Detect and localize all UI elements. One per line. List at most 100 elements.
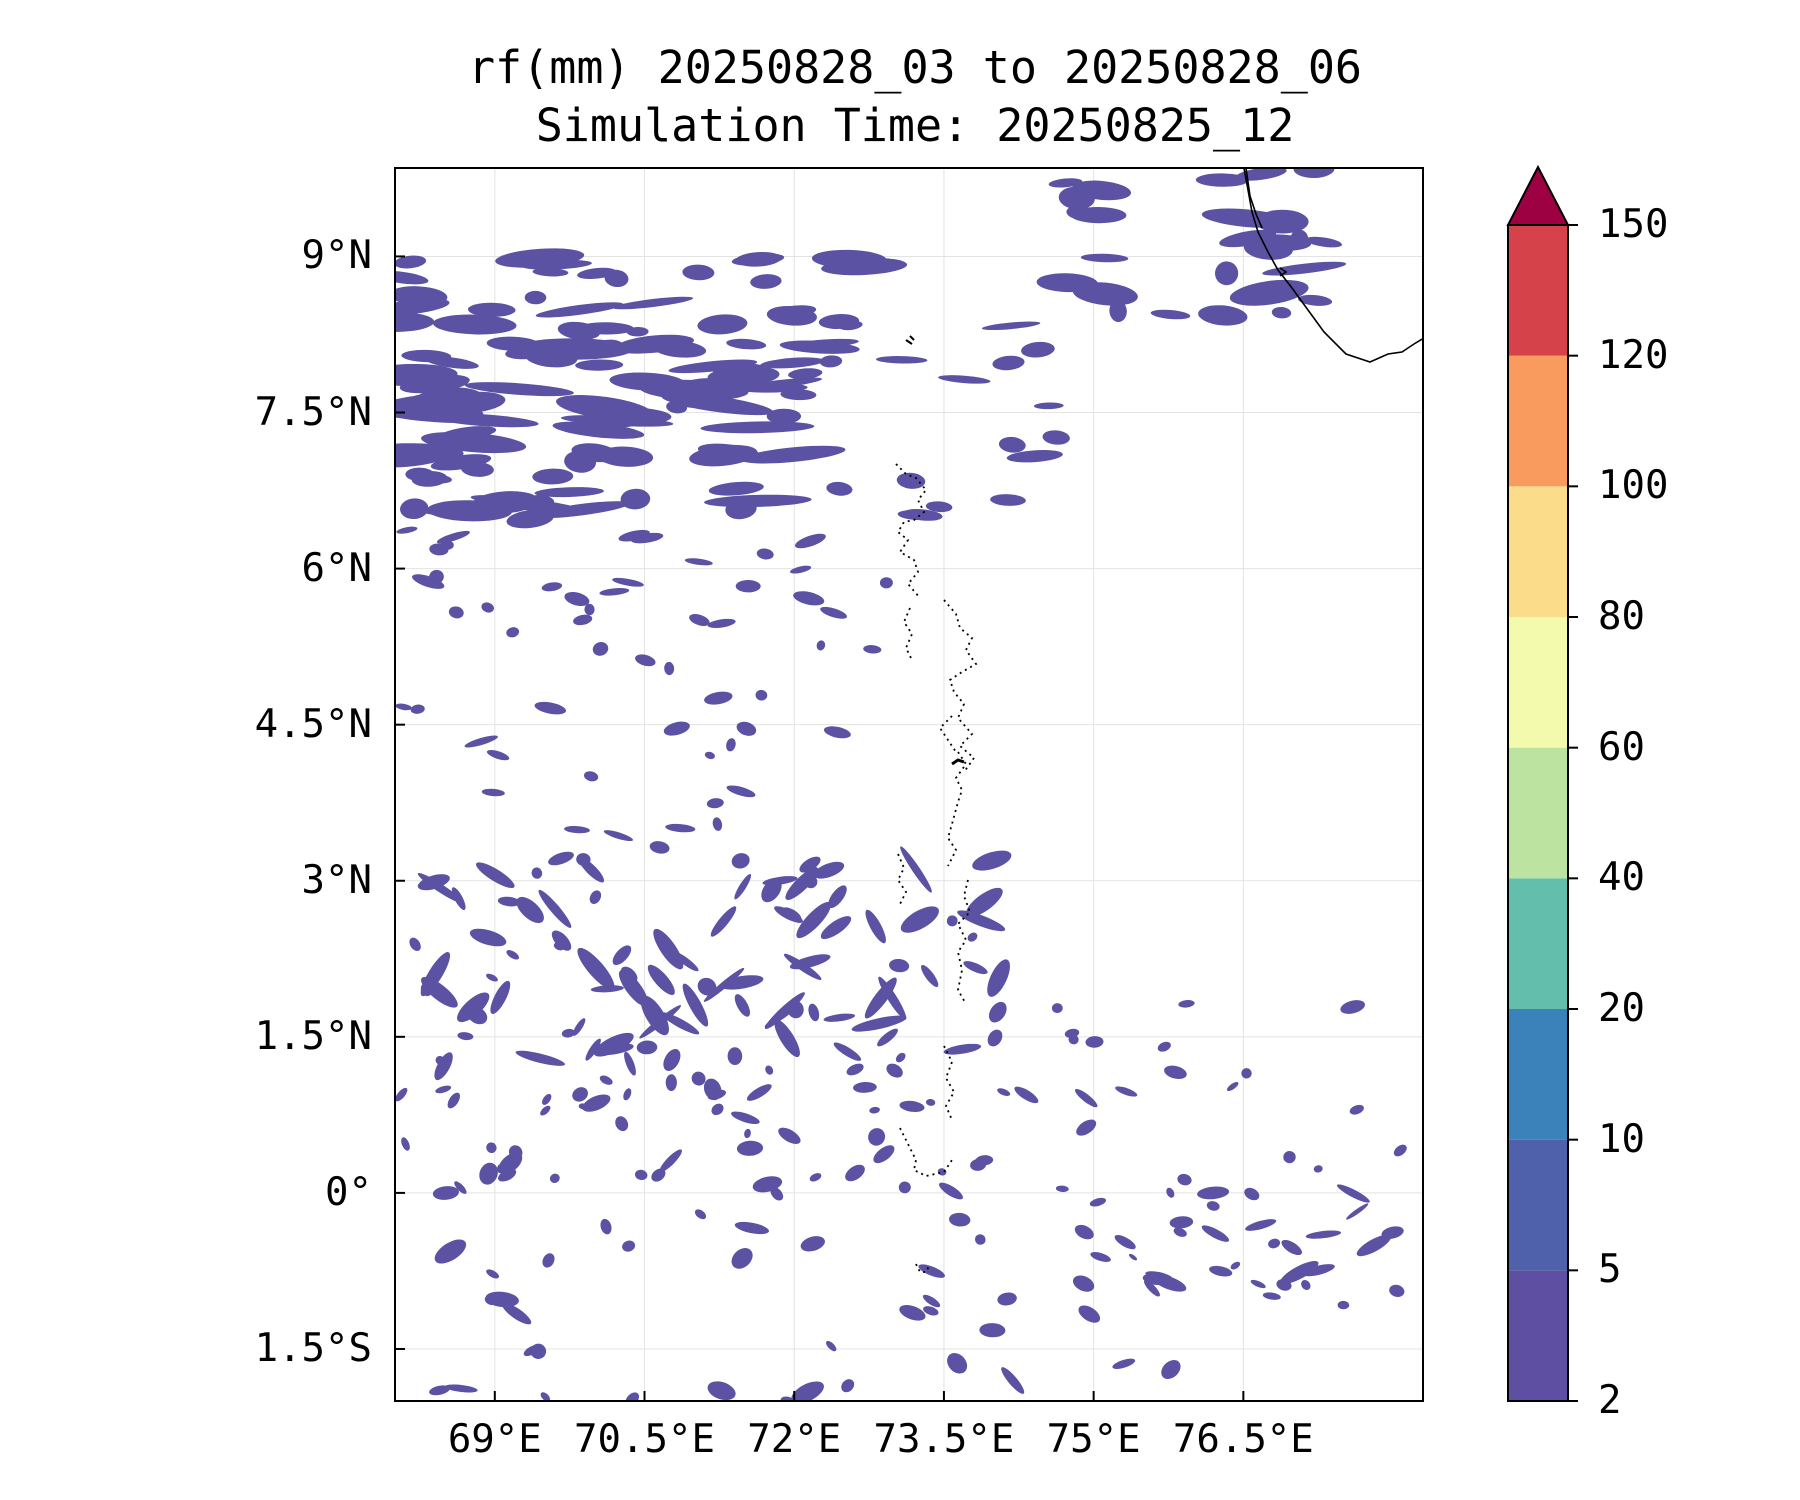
- rain-cell: [481, 788, 505, 797]
- rain-cell: [922, 1294, 941, 1308]
- colorbar-tick-label: 5: [1598, 1247, 1622, 1293]
- colorbar-bin: [1508, 747, 1568, 879]
- rain-cell: [863, 645, 882, 654]
- rain-cell: [704, 691, 733, 705]
- rain-cell: [765, 1065, 774, 1075]
- rain-cell: [826, 1340, 837, 1352]
- rain-cell: [664, 661, 675, 676]
- rain-cell: [731, 853, 750, 869]
- rain-cell: [578, 857, 605, 883]
- rain-cell: [551, 930, 572, 951]
- colorbar-tick-label: 120: [1598, 332, 1669, 378]
- rain-cell: [818, 314, 860, 329]
- lat-tick-label: 7.5°N: [254, 389, 372, 435]
- rain-cell: [454, 1181, 467, 1194]
- rain-cell: [490, 980, 511, 1014]
- rain-cell: [1150, 309, 1191, 320]
- rain-cell: [703, 1078, 722, 1101]
- rain-cell: [682, 983, 709, 1027]
- rain-cell: [712, 362, 769, 377]
- rain-cell: [395, 255, 427, 269]
- rain-cell: [577, 947, 615, 990]
- rain-cell: [469, 928, 507, 947]
- rain-cell: [1337, 1300, 1350, 1310]
- rain-cell: [925, 501, 953, 513]
- rain-cell: [535, 302, 624, 318]
- rain-cell: [967, 932, 978, 942]
- colorbar-tick-label: 10: [1598, 1116, 1645, 1162]
- rain-cell: [599, 1075, 613, 1085]
- rain-cell: [710, 906, 737, 937]
- rain-cell: [666, 401, 688, 414]
- rain-cell: [900, 846, 932, 893]
- rain-cell: [663, 1049, 681, 1071]
- rain-cell: [553, 942, 565, 951]
- colorbar-bin: [1508, 225, 1568, 356]
- male-atoll: [951, 758, 965, 766]
- rain-cell: [1042, 430, 1070, 445]
- rain-cell: [429, 543, 449, 556]
- rain-cell: [1115, 1086, 1138, 1097]
- rain-cell: [918, 1264, 945, 1278]
- rain-cell: [647, 964, 675, 995]
- rain-cell: [410, 704, 425, 714]
- lat-tick-label: 0°: [325, 1169, 372, 1215]
- rain-cell: [495, 248, 585, 268]
- rain-cell: [476, 862, 515, 889]
- rain-cell: [486, 973, 498, 982]
- rain-cell: [865, 909, 886, 944]
- rain-cell: [538, 889, 572, 928]
- rain-cell: [1235, 168, 1287, 181]
- rain-cell: [900, 906, 940, 933]
- rain-cell: [1072, 282, 1138, 306]
- rain-cell: [790, 565, 812, 574]
- rain-cell: [1169, 1216, 1194, 1229]
- lat-tick-label: 3°N: [301, 857, 372, 903]
- rain-cell: [532, 468, 574, 485]
- rain-cell: [575, 359, 624, 371]
- colorbar-bin: [1508, 878, 1568, 1009]
- rain-cell: [561, 1028, 575, 1038]
- rain-cell: [706, 798, 724, 809]
- rain-cell: [726, 785, 756, 798]
- rain-cell: [1058, 186, 1095, 210]
- rain-cell: [572, 1087, 588, 1102]
- rain-cell: [845, 1164, 865, 1182]
- rain-cell: [997, 1088, 1011, 1096]
- rain-cell: [624, 1051, 636, 1076]
- rain-cell: [506, 509, 554, 529]
- rain-cell: [639, 1005, 682, 1039]
- rain-cell: [540, 1105, 551, 1116]
- rain-cell: [582, 1094, 611, 1112]
- india-coastline: [1243, 168, 1423, 363]
- rain-cell: [823, 1013, 856, 1022]
- rain-cell: [395, 443, 464, 463]
- rain-cell: [634, 1169, 648, 1181]
- rain-cell: [1089, 1197, 1107, 1207]
- rain-cell: [395, 703, 412, 711]
- rain-cell: [1271, 306, 1292, 319]
- rain-cell: [448, 606, 464, 619]
- rain-cell: [451, 887, 466, 911]
- rain-cell: [1241, 1068, 1252, 1079]
- rain-cell: [938, 1182, 964, 1200]
- rain-cell: [691, 1071, 706, 1086]
- rain-cell: [987, 959, 1010, 997]
- rain-cell: [1085, 1036, 1104, 1048]
- rain-cell: [434, 1239, 467, 1264]
- rain-cell: [925, 1098, 936, 1106]
- rain-cell: [1230, 1261, 1241, 1270]
- rain-cell: [1346, 1203, 1369, 1220]
- rain-cell: [1076, 1119, 1097, 1136]
- rain-cell: [668, 359, 758, 374]
- rain-cell: [479, 1162, 498, 1185]
- lon-tick-label: 70.5°E: [574, 1417, 715, 1462]
- rain-cell: [988, 1001, 1007, 1023]
- rain-cell: [791, 1381, 824, 1401]
- rain-cell: [902, 509, 943, 521]
- rain-cell: [1157, 1041, 1171, 1052]
- rain-cell: [800, 1236, 825, 1252]
- rain-cell: [1055, 1185, 1069, 1193]
- rain-cell: [531, 867, 543, 879]
- rain-cell: [886, 1063, 903, 1078]
